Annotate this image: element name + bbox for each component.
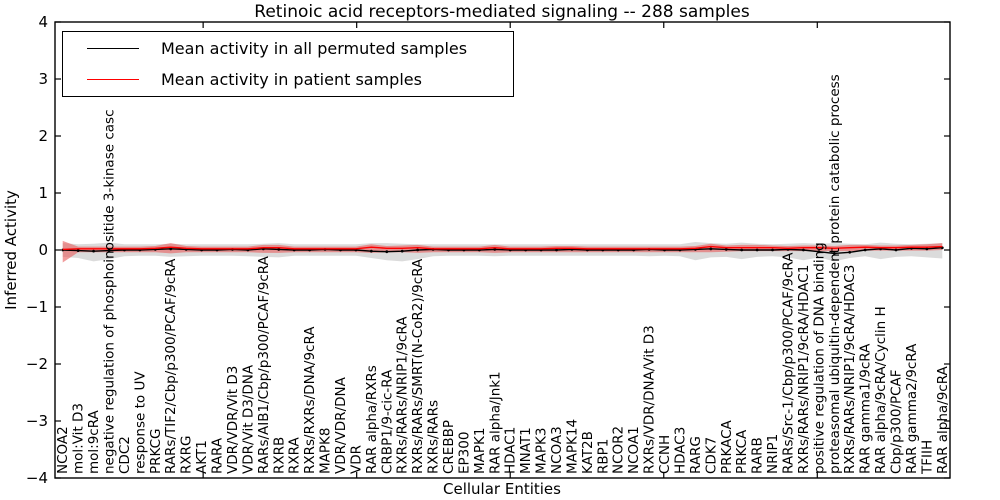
svg-text:NRIP1: NRIP1 (765, 434, 781, 474)
svg-text:RAR gamma1/9cRA: RAR gamma1/9cRA (858, 343, 874, 474)
svg-text:AKT1: AKT1 (194, 440, 210, 474)
svg-text:NCOA2: NCOA2 (55, 426, 71, 474)
svg-text:CRBP1/9-cic-RA: CRBP1/9-cic-RA (379, 369, 395, 474)
svg-text:RAR gamma2/9cRA: RAR gamma2/9cRA (904, 343, 920, 474)
patient-line-swatch (87, 78, 139, 80)
svg-text:PRKACA: PRKACA (719, 419, 735, 474)
svg-text:mol:Vit D3: mol:Vit D3 (71, 403, 87, 474)
svg-text:CDC2: CDC2 (117, 436, 133, 474)
svg-text:−4: −4 (26, 469, 48, 487)
svg-text:VDR/VDR/DNA: VDR/VDR/DNA (333, 376, 349, 474)
svg-text:3: 3 (38, 70, 48, 88)
svg-text:TFIIH: TFIIH (919, 440, 935, 475)
svg-text:RXRs/RARs: RXRs/RARs (426, 400, 442, 474)
y-axis-label: Inferred Activity (2, 190, 20, 310)
svg-text:−1: −1 (26, 298, 48, 316)
svg-text:RARs/AIB1/Cbp/p300/PCAF/9cRA: RARs/AIB1/Cbp/p300/PCAF/9cRA (256, 255, 272, 474)
svg-text:Cbp/p300/PCAF: Cbp/p300/PCAF (888, 369, 904, 474)
svg-text:RXRs/RARs/NRIP1/9cRA/HDAC3: RXRs/RARs/NRIP1/9cRA/HDAC3 (842, 265, 858, 474)
svg-text:NCOR2: NCOR2 (611, 426, 627, 474)
svg-text:RXRs/RARs/NRIP1/9cRA: RXRs/RARs/NRIP1/9cRA (395, 316, 411, 474)
svg-text:RAR alpha/9cRA: RAR alpha/9cRA (935, 365, 951, 474)
svg-text:0: 0 (38, 241, 48, 259)
chart-title: Retinoic acid receptors-mediated signali… (254, 2, 750, 22)
svg-text:KAT2B: KAT2B (580, 431, 596, 474)
svg-text:PRKCG: PRKCG (148, 428, 164, 474)
legend-item-permuted: Mean activity in all permuted samples (63, 35, 513, 63)
svg-text:CDK7: CDK7 (703, 437, 719, 474)
svg-text:HDAC1: HDAC1 (503, 427, 519, 474)
svg-text:1: 1 (38, 184, 48, 202)
svg-text:response to UV: response to UV (132, 371, 148, 474)
svg-text:RARs/Src-1/Cbp/p300/PCAF/9cRA: RARs/Src-1/Cbp/p300/PCAF/9cRA (780, 252, 796, 474)
svg-text:RXRG: RXRG (179, 436, 195, 474)
svg-text:RARA: RARA (210, 437, 226, 474)
svg-text:RAR alpha/Jnk1: RAR alpha/Jnk1 (487, 371, 503, 474)
svg-text:RXRB: RXRB (271, 437, 287, 474)
svg-text:RARs/TIF2/Cbp/p300/PCAF/9cRA: RARs/TIF2/Cbp/p300/PCAF/9cRA (163, 258, 179, 474)
svg-text:proteasomal ubiquitin-dependen: proteasomal ubiquitin-dependent protein … (827, 74, 843, 474)
svg-text:NCOA3: NCOA3 (549, 426, 565, 474)
svg-text:RBP1: RBP1 (595, 439, 611, 474)
svg-text:RXRs/RXRs/DNA/9cRA: RXRs/RXRs/DNA/9cRA (302, 326, 318, 474)
svg-text:MAPK14: MAPK14 (564, 419, 580, 474)
svg-text:HDAC3: HDAC3 (672, 427, 688, 474)
svg-text:NCOA1: NCOA1 (626, 426, 642, 474)
legend-label: Mean activity in all permuted samples (161, 39, 468, 59)
svg-text:MAPK3: MAPK3 (534, 428, 550, 474)
svg-text:negative regulation of phospho: negative regulation of phosphoinositide … (102, 110, 118, 475)
svg-text:positive regulation of DNA bin: positive regulation of DNA binding (811, 242, 827, 474)
svg-text:RXRs/VDR/DNA/Vit D3: RXRs/VDR/DNA/Vit D3 (642, 325, 658, 474)
svg-text:RARG: RARG (688, 436, 704, 474)
svg-text:MNAT1: MNAT1 (518, 427, 534, 474)
svg-text:MAPK8: MAPK8 (318, 428, 334, 474)
svg-text:RXRA: RXRA (287, 437, 303, 474)
legend-label: Mean activity in patient samples (161, 69, 422, 89)
svg-text:MAPK1: MAPK1 (472, 428, 488, 474)
svg-text:VDR/Vit D3/DNA: VDR/Vit D3/DNA (240, 364, 256, 474)
svg-text:RAR alpha/9cRA/Cyclin H: RAR alpha/9cRA/Cyclin H (873, 306, 889, 474)
svg-text:EP300: EP300 (456, 432, 472, 474)
svg-text:VDR/VDR/Vit D3: VDR/VDR/Vit D3 (225, 366, 241, 474)
x-axis-label: Cellular Entities (443, 480, 561, 498)
svg-text:RXRs/RARs/NRIP1/9cRA/HDAC1: RXRs/RARs/NRIP1/9cRA/HDAC1 (796, 265, 812, 474)
svg-text:RXRs/RARs/SMRT(N-CoR2)/9cRA: RXRs/RARs/SMRT(N-CoR2)/9cRA (410, 258, 426, 474)
svg-text:4: 4 (38, 13, 48, 31)
svg-text:−3: −3 (26, 412, 48, 430)
svg-text:mol:9cRA: mol:9cRA (86, 409, 102, 474)
svg-text:VDR: VDR (348, 445, 364, 474)
svg-text:2: 2 (38, 127, 48, 145)
permuted-line-swatch (87, 48, 139, 50)
svg-text:RARB: RARB (750, 437, 766, 474)
legend-item-patient: Mean activity in patient samples (63, 65, 513, 93)
svg-text:RAR alpha/RXRs: RAR alpha/RXRs (364, 365, 380, 474)
svg-text:CCNH: CCNH (657, 435, 673, 474)
svg-text:PRKCA: PRKCA (734, 429, 750, 474)
legend: Mean activity in all permuted samples Me… (62, 31, 514, 97)
svg-text:CREBBP: CREBBP (441, 420, 457, 474)
svg-text:−2: −2 (26, 355, 48, 373)
